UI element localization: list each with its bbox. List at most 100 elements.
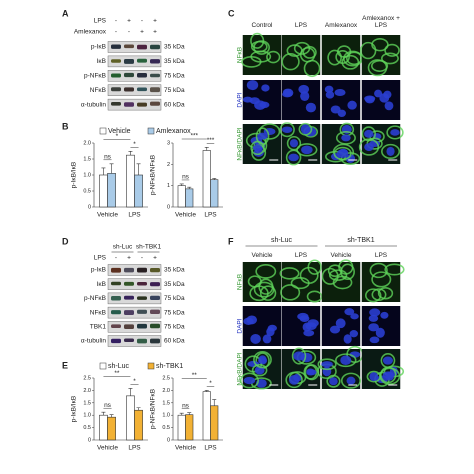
group-label: sh-TBK1 [347, 237, 374, 244]
legend-swatch [99, 127, 107, 135]
nucleus [307, 369, 317, 376]
legend-swatch [147, 362, 155, 370]
cell [341, 54, 360, 70]
condition-sign: - [141, 255, 143, 262]
blot-band [111, 44, 121, 49]
error-bar [128, 151, 133, 156]
condition-sign: + [127, 18, 131, 25]
significance-label: * [133, 141, 136, 148]
row-label: NFκB [237, 47, 244, 63]
cell [249, 285, 269, 302]
cell [365, 288, 382, 303]
cell [250, 40, 268, 53]
cell [386, 125, 404, 140]
group-label: sh-Luc [113, 244, 133, 251]
column-header: Control [251, 22, 273, 29]
nucleus [347, 100, 357, 110]
y-tick-label: 1.5 [83, 400, 91, 406]
blot-band [124, 338, 134, 343]
nucleus [385, 371, 394, 381]
cell [306, 290, 323, 303]
column-header-box: Amlexanox + LPS [362, 15, 400, 29]
blot-strip [107, 306, 162, 319]
column-header-box: Amlexanox [325, 22, 357, 29]
y-tick-label: 1.0 [83, 172, 91, 178]
cell [266, 50, 281, 64]
cell [327, 49, 342, 66]
error-bar [187, 186, 192, 189]
blot-label: p-NFκB [84, 73, 106, 80]
cell [328, 269, 348, 281]
nucleus [283, 88, 294, 97]
condition-sign: - [115, 29, 117, 36]
blot-strip [107, 335, 162, 347]
cell [259, 285, 277, 301]
micrograph [361, 306, 401, 346]
nucleus [321, 361, 333, 368]
panel-label: F [228, 236, 234, 246]
cell [384, 43, 400, 57]
nucleus [368, 323, 379, 332]
blot-band [137, 323, 147, 329]
y-tick-label: 2.5 [83, 375, 91, 381]
y-tick-label: 2 [167, 162, 170, 168]
blot-band [111, 295, 121, 301]
bar [134, 174, 143, 208]
cell [340, 372, 362, 389]
cell [381, 52, 399, 65]
blot-band [137, 73, 147, 78]
blot-band [137, 102, 147, 107]
blot-strip [107, 292, 162, 305]
significance-label: ns [182, 174, 190, 181]
cell [298, 122, 313, 136]
cell [379, 367, 401, 385]
condition-label: LPS [94, 18, 107, 25]
cell [346, 51, 363, 66]
blot-strip [107, 70, 162, 82]
blot-label: p-NFκB [84, 295, 106, 302]
blot-band [137, 296, 147, 300]
nucleus [301, 145, 313, 155]
blot-band [150, 295, 160, 300]
blot-size: 75 kDa [164, 324, 185, 331]
cell [290, 276, 310, 290]
blot-band [137, 58, 147, 63]
significance-label: ** [114, 370, 120, 377]
nucleus [246, 80, 259, 91]
y-tick-label: 2.0 [83, 140, 91, 146]
bar [185, 414, 194, 441]
blot-size: 75 kDa [164, 87, 185, 94]
blot-strip [107, 41, 162, 53]
blot-size: 35 kDa [164, 58, 185, 65]
nucleus [368, 314, 379, 322]
column-header-box: Vehicle [252, 252, 273, 259]
condition-sign: - [115, 18, 117, 25]
cell [380, 352, 396, 369]
blot-band [111, 267, 121, 273]
y-tick-label: 1.5 [162, 400, 170, 406]
blot-band [150, 101, 160, 106]
nucleus [383, 90, 392, 99]
bar [99, 414, 108, 441]
condition-sign: - [115, 255, 117, 262]
nucleus [344, 308, 355, 316]
nucleus [281, 126, 293, 133]
y-axis-label: p-NFκB/NFκB [150, 389, 157, 429]
blot-band [124, 72, 134, 78]
column-header: LPS [294, 22, 308, 29]
blot-band [111, 102, 121, 106]
cell [303, 59, 321, 78]
cell [336, 45, 352, 58]
nucleus [288, 375, 300, 385]
error-bar [109, 414, 114, 418]
blot-size: 35 kDa [164, 281, 185, 288]
significance-label: * [209, 380, 212, 387]
nucleus [335, 318, 346, 329]
blot-strip [107, 98, 162, 111]
bar [107, 173, 116, 208]
condition-sign: + [127, 255, 131, 262]
blot-band [150, 282, 160, 287]
blot-band [150, 73, 160, 78]
legend-label: sh-Luc [108, 363, 130, 370]
